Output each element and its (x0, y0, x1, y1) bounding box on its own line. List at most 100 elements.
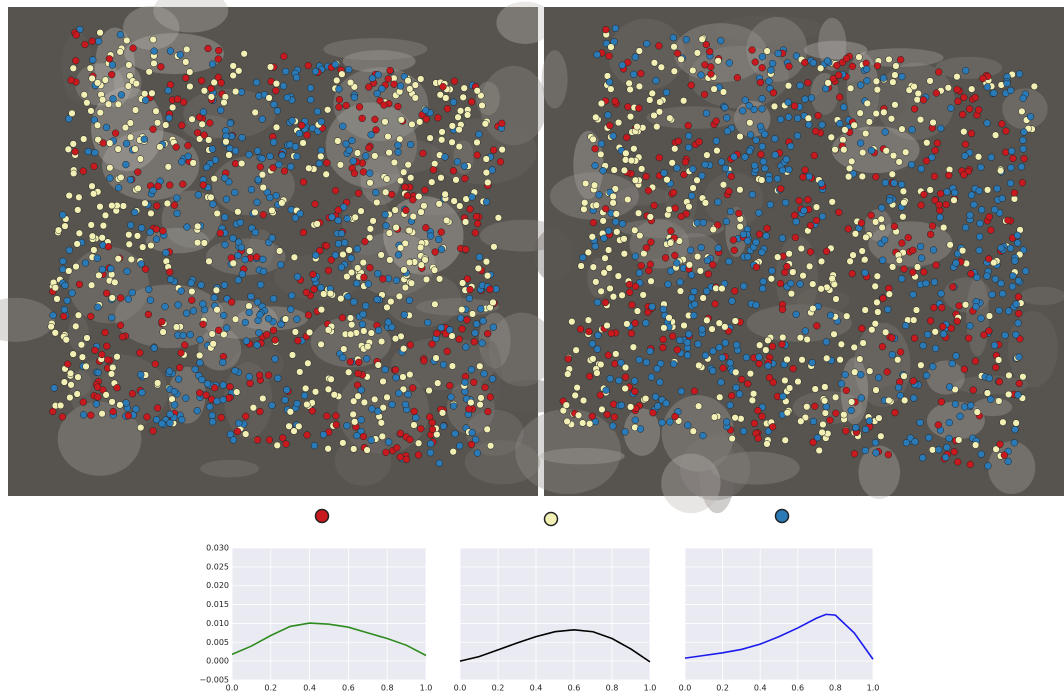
map-point (642, 394, 650, 403)
map-point (881, 128, 889, 136)
map-point (670, 67, 678, 75)
map-point (178, 416, 186, 424)
map-point (718, 284, 726, 293)
map-point (327, 375, 335, 383)
map-point (752, 238, 760, 246)
map-point (648, 303, 656, 311)
map-point (113, 353, 121, 361)
map-point (631, 176, 640, 184)
map-point (410, 421, 418, 429)
map-point (764, 427, 773, 435)
map-point (182, 58, 190, 66)
map-point (217, 413, 225, 422)
map-point (409, 212, 417, 221)
map-point (590, 181, 599, 189)
map-point (785, 62, 793, 70)
map-point (435, 200, 443, 208)
map-point (850, 450, 859, 458)
map-point (931, 146, 939, 155)
map-point (362, 152, 370, 160)
map-point (730, 153, 738, 161)
map-point (666, 239, 675, 247)
map-point (909, 246, 917, 254)
map-point (777, 185, 785, 193)
map-point (116, 48, 124, 56)
map-point (729, 236, 738, 244)
map-point (612, 210, 620, 218)
map-point (589, 135, 597, 143)
map-point (471, 229, 479, 237)
map-point (599, 167, 607, 175)
map-point (182, 394, 190, 402)
map-point (264, 315, 273, 323)
map-point (317, 340, 325, 349)
map-point (400, 345, 408, 353)
map-point (437, 324, 445, 332)
map-point (907, 160, 916, 169)
map-point (820, 397, 829, 405)
map-point (231, 159, 240, 168)
map-point (898, 125, 906, 133)
map-point (463, 275, 472, 283)
mean-line (231, 622, 427, 657)
map-point (626, 288, 634, 296)
map-point (287, 163, 295, 171)
map-point (977, 163, 985, 171)
map-point (282, 67, 290, 76)
map-point (888, 263, 897, 271)
map-point (332, 412, 340, 420)
map-point (324, 445, 332, 453)
terrain-patch (515, 409, 621, 495)
map-point (428, 418, 436, 427)
map-point (203, 163, 211, 171)
map-point (962, 223, 970, 232)
map-point (107, 265, 115, 273)
map-point (149, 186, 157, 195)
map-point (793, 114, 802, 122)
map-point (396, 82, 405, 90)
map-point (960, 403, 969, 411)
map-point (358, 320, 367, 328)
map-point (117, 91, 126, 99)
map-point (888, 351, 896, 359)
map-point (668, 159, 676, 167)
map-point (69, 140, 77, 148)
map-point (1008, 282, 1017, 291)
map-point (715, 319, 723, 327)
map-point (270, 100, 278, 109)
map-point (147, 241, 155, 250)
map-point (1015, 70, 1024, 78)
plot-background (460, 548, 650, 680)
map-point (922, 157, 931, 165)
map-point (125, 231, 133, 239)
map-point (206, 403, 214, 411)
map-point (111, 278, 119, 287)
map-point (769, 378, 777, 386)
map-point (448, 138, 456, 146)
terrain-patch (113, 65, 142, 99)
map-point (219, 381, 227, 389)
map-point (361, 237, 369, 246)
map-point (300, 391, 309, 400)
map-point (343, 214, 351, 223)
map-point (269, 164, 277, 172)
map-point (303, 431, 311, 439)
map-point (384, 318, 392, 326)
x-tick-label: 0.0 (226, 684, 239, 693)
map-point (220, 98, 228, 107)
map-point (607, 43, 615, 51)
map-point (1012, 419, 1020, 427)
map-point (755, 209, 763, 217)
map-point (721, 323, 729, 331)
map-point (659, 335, 667, 344)
terrain-patch (61, 31, 93, 102)
map-point (272, 123, 281, 131)
map-point (229, 234, 237, 242)
map-point (340, 345, 348, 353)
map-point (926, 317, 935, 325)
map-point (357, 416, 365, 424)
map-point (701, 199, 710, 207)
map-point (411, 81, 420, 89)
map-point (338, 314, 347, 322)
map-point (971, 441, 980, 449)
